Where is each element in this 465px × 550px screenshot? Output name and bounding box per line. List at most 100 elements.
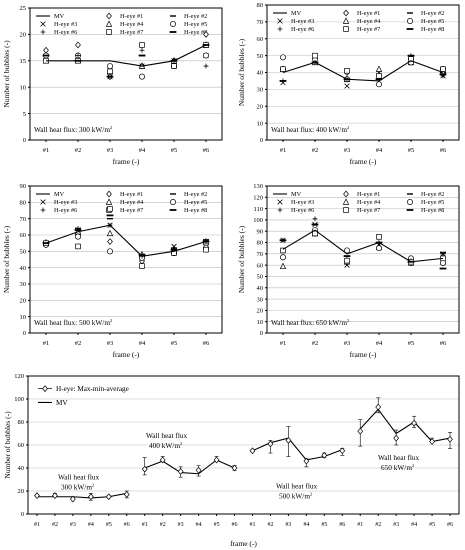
mv-line	[46, 44, 207, 67]
legend-marker	[106, 12, 112, 20]
legend-marker	[42, 385, 48, 393]
legend-marker	[40, 207, 46, 213]
data-point	[280, 247, 286, 254]
data-point	[312, 230, 318, 237]
x-tick-label: #1	[34, 522, 40, 528]
chart-panel-4: 0 10 20 30 40 50 60 70 80 90 100 110 120 130 #1 #2 #3 #4 #…	[237, 183, 460, 359]
heat-flux-annotation: Wall heat flux	[276, 482, 318, 491]
x-axis-label: frame (-)	[113, 350, 140, 359]
y-tick-label: 70	[257, 251, 264, 258]
data-point	[139, 263, 145, 269]
mv-line	[36, 492, 127, 499]
legend-label: H-eye #7	[120, 207, 143, 214]
y-tick-label: 40	[18, 465, 25, 472]
y-axis-label: Number of bubbles (-)	[2, 40, 11, 108]
heat-flux-annotation: Wall heat flux: 400 kW/m2	[271, 125, 349, 134]
x-tick-label: #1	[43, 340, 50, 347]
chart-panel-2: 0 10 20 30 40 50 60 70 80 #1 #2 #3 #4 #5 #6 frame (-) Nu…	[237, 2, 460, 166]
x-tick-label: #2	[75, 147, 82, 154]
x-tick-label: #6	[339, 522, 345, 528]
y-tick-label: 60	[257, 262, 264, 269]
x-tick-label: #5	[171, 147, 178, 154]
data-point	[280, 66, 286, 72]
legend-marker	[106, 29, 112, 35]
mv-line	[282, 229, 444, 263]
legend-label: H-eye #7	[357, 207, 380, 214]
y-tick-label: 10	[20, 314, 27, 321]
x-tick-label: #5	[408, 147, 415, 154]
legend-label: MV	[291, 10, 302, 17]
average-marker	[429, 438, 435, 445]
y-tick-label: 100	[253, 217, 263, 224]
legend-label: MV	[56, 399, 68, 407]
legend-label: H-eye #6	[291, 207, 314, 214]
y-tick-label: 5	[23, 111, 26, 118]
legend-label: H-eye #6	[54, 207, 77, 214]
x-tick-label: #4	[139, 340, 146, 347]
legend: MV H-eye #1 H-eye #2H-eye #3 H-eye #4 H-eye …	[273, 9, 444, 33]
legend-marker	[106, 190, 112, 198]
x-tick-label: #5	[321, 522, 327, 528]
x-tick-label: #1	[280, 147, 287, 154]
y-tick-label: 30	[257, 87, 264, 94]
y-tick-label: 80	[20, 200, 27, 207]
x-tick-label: #3	[107, 340, 114, 347]
y-tick-label: 15	[20, 58, 27, 65]
x-tick-label: #6	[203, 147, 210, 154]
legend-label: H-eye #6	[291, 26, 314, 33]
data-point	[203, 52, 209, 59]
y-tick-label: 90	[20, 183, 27, 190]
x-tick-label: #3	[344, 340, 351, 347]
x-tick-label: #4	[376, 147, 383, 154]
data-point	[139, 42, 145, 48]
data-point	[139, 47, 145, 53]
average-marker	[70, 495, 76, 503]
heat-flux-annotation: Wall heat flux	[146, 431, 188, 440]
x-tick-label: #4	[411, 522, 417, 528]
data-point	[203, 246, 209, 253]
legend-label: H-eye #1	[120, 13, 143, 20]
x-axis-label: frame (-)	[350, 350, 377, 359]
y-tick-label: 40	[20, 265, 27, 272]
y-tick-label: 20	[257, 308, 264, 315]
legend-marker	[343, 26, 349, 32]
data-point	[75, 243, 81, 250]
x-tick-label: #1	[249, 522, 255, 528]
y-tick-label: 25	[20, 5, 27, 12]
y-axis-label: Number of bubbles (-)	[2, 225, 11, 293]
x-tick-label: #3	[393, 522, 399, 528]
heat-flux-annotation: Wall heat flux	[58, 473, 100, 482]
legend-marker	[277, 18, 283, 24]
y-tick-label: 80	[257, 2, 264, 9]
mv-line	[144, 459, 235, 475]
y-tick-label: 60	[20, 232, 27, 239]
heat-flux-annotation: Wall heat flux	[378, 453, 420, 462]
legend-label: H-eye #3	[54, 21, 77, 28]
mv-line	[252, 437, 343, 461]
x-axis-label: frame (-)	[230, 539, 257, 548]
plot-frame	[27, 375, 460, 515]
average-marker	[34, 492, 40, 500]
data-point	[75, 233, 81, 240]
average-marker	[123, 491, 130, 498]
legend-label: H-eye #1	[357, 10, 380, 17]
data-point	[376, 245, 382, 252]
heat-flux-annotation: 500 kW/m2	[279, 492, 312, 501]
average-marker	[213, 456, 220, 464]
heat-flux-annotation: 400 kW/m2	[149, 441, 182, 450]
x-tick-label: #4	[139, 147, 146, 154]
chart-panel-3: 0 10 20 30 40 50 60 70 80 90 #1 #2 #3 #4 #5 #6 frame (-)…	[2, 183, 223, 359]
legend: MV H-eye #1 H-eye #2H-eye #3 H-eye #4 H-eye …	[273, 190, 444, 214]
data-point	[171, 63, 177, 69]
average-marker	[231, 464, 238, 472]
x-tick-label: #3	[70, 522, 76, 528]
y-tick-label: 0	[23, 330, 26, 337]
plot-frame	[266, 4, 460, 141]
y-tick-label: 10	[257, 120, 264, 127]
legend-label: H-eye #3	[291, 18, 314, 25]
y-tick-label: 10	[257, 319, 264, 326]
x-tick-label: #2	[312, 340, 319, 347]
x-tick-label: #2	[267, 522, 273, 528]
heat-flux-annotation: 300 kW/m2	[61, 483, 94, 492]
x-tick-label: #5	[214, 522, 220, 528]
